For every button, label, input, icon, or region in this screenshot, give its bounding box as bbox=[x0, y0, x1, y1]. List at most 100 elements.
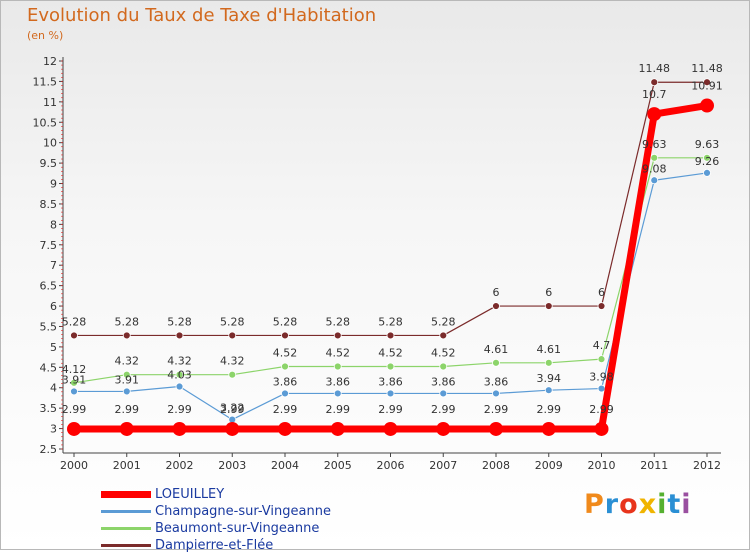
legend-swatch-champagne bbox=[101, 510, 151, 513]
data-point-1 bbox=[439, 389, 448, 398]
y-tick-label: 10.5 bbox=[33, 116, 58, 129]
data-label: 5.28 bbox=[326, 315, 351, 328]
data-label: 2.99 bbox=[167, 403, 192, 416]
x-tick-label: 2001 bbox=[113, 459, 141, 472]
data-label: 3.86 bbox=[431, 375, 456, 388]
chart-title: Evolution du Taux de Taxe d'Habitation bbox=[27, 5, 377, 26]
x-tick-label: 2005 bbox=[324, 459, 352, 472]
data-point-3 bbox=[544, 302, 553, 310]
data-point-3 bbox=[70, 331, 78, 340]
data-point-3 bbox=[175, 331, 184, 340]
data-label: 3.86 bbox=[484, 375, 509, 388]
data-point-1 bbox=[492, 389, 500, 398]
y-tick-label: 5 bbox=[50, 341, 57, 354]
data-point-2 bbox=[703, 153, 711, 162]
logo-letter: x bbox=[638, 489, 658, 520]
legend-swatch-beaumont bbox=[101, 527, 151, 530]
data-label: 5.28 bbox=[115, 315, 140, 328]
y-tick-label: 7 bbox=[50, 259, 57, 272]
data-label: 4.03 bbox=[167, 369, 192, 382]
data-label: 3.94 bbox=[537, 372, 562, 385]
y-tick-label: 3 bbox=[50, 423, 57, 436]
data-label: 6 bbox=[493, 286, 500, 299]
data-label: 10.91 bbox=[691, 80, 723, 93]
y-tick-label: 7.5 bbox=[40, 239, 58, 252]
data-label: 2.99 bbox=[431, 403, 456, 416]
y-tick-label: 2.5 bbox=[40, 443, 58, 456]
data-point-2 bbox=[386, 362, 395, 371]
data-point-0 bbox=[383, 421, 398, 436]
legend-label-champagne: Champagne-sur-Vingeanne bbox=[155, 504, 331, 519]
y-tick-label: 12 bbox=[43, 55, 57, 68]
data-label: 5.28 bbox=[273, 315, 298, 328]
legend-label-loeuilley: LOEUILLEY bbox=[155, 487, 225, 502]
data-label: 4.32 bbox=[115, 355, 140, 368]
data-point-2 bbox=[281, 362, 289, 371]
data-point-1 bbox=[650, 176, 659, 185]
data-point-3 bbox=[439, 331, 448, 340]
y-tick-label: 9.5 bbox=[40, 157, 58, 170]
x-tick-label: 2002 bbox=[166, 459, 194, 472]
data-point-2 bbox=[175, 370, 184, 379]
y-tick-label: 5.5 bbox=[40, 320, 58, 333]
data-label: 2.99 bbox=[273, 403, 298, 416]
x-tick-label: 2003 bbox=[218, 459, 246, 472]
data-point-2 bbox=[597, 355, 606, 364]
data-label: 3.91 bbox=[115, 373, 140, 386]
data-label: 2.99 bbox=[326, 403, 351, 416]
data-label: 2.99 bbox=[115, 403, 140, 416]
data-label: 2.99 bbox=[589, 403, 614, 416]
data-point-0 bbox=[489, 421, 503, 436]
data-label: 3.86 bbox=[378, 375, 403, 388]
series-line-3 bbox=[73, 81, 708, 337]
data-point-3 bbox=[333, 331, 342, 340]
x-tick-label: 2000 bbox=[60, 459, 88, 472]
data-point-2 bbox=[439, 362, 448, 371]
data-point-1 bbox=[281, 389, 289, 398]
data-label: 3.86 bbox=[326, 375, 351, 388]
data-point-3 bbox=[386, 331, 395, 340]
y-tick-label: 4.5 bbox=[40, 361, 58, 374]
x-tick-label: 2009 bbox=[535, 459, 563, 472]
data-point-1 bbox=[333, 389, 342, 398]
data-label: 9.63 bbox=[695, 138, 720, 151]
data-label: 3.98 bbox=[589, 371, 614, 384]
proxiti-logo: Proxiti bbox=[584, 489, 692, 520]
x-tick-label: 2011 bbox=[640, 459, 668, 472]
x-tick-label: 2010 bbox=[588, 459, 616, 472]
data-point-0 bbox=[278, 421, 292, 436]
data-point-1 bbox=[544, 386, 553, 395]
data-label: 9.08 bbox=[642, 162, 667, 175]
data-point-0 bbox=[225, 421, 240, 436]
x-tick-label: 2008 bbox=[482, 459, 510, 472]
data-label: 10.7 bbox=[642, 88, 667, 101]
data-label: 4.52 bbox=[378, 346, 403, 359]
data-point-2 bbox=[228, 370, 237, 379]
data-point-2 bbox=[122, 370, 131, 379]
data-point-0 bbox=[330, 421, 345, 436]
x-tick-label: 2004 bbox=[271, 459, 299, 472]
data-point-2 bbox=[650, 153, 659, 162]
data-label: 4.52 bbox=[431, 346, 456, 359]
data-label: 2.99 bbox=[537, 403, 562, 416]
data-point-2 bbox=[492, 358, 500, 367]
data-point-3 bbox=[122, 331, 131, 340]
data-label: 4.32 bbox=[220, 355, 245, 368]
data-label: 6 bbox=[598, 286, 605, 299]
data-label: 4.32 bbox=[167, 355, 192, 368]
data-point-0 bbox=[436, 421, 451, 436]
data-point-1 bbox=[386, 389, 395, 398]
y-tick-label: 9 bbox=[50, 178, 57, 191]
logo-letter: P bbox=[584, 489, 605, 520]
y-tick-label: 4 bbox=[50, 382, 57, 395]
data-label: 4.61 bbox=[537, 343, 562, 356]
data-point-1 bbox=[70, 387, 78, 396]
data-point-0 bbox=[700, 98, 714, 113]
y-tick-label: 11.5 bbox=[33, 75, 58, 88]
data-point-3 bbox=[281, 331, 289, 340]
x-tick-label: 2006 bbox=[377, 459, 405, 472]
data-label: 3.22 bbox=[220, 402, 245, 415]
data-point-2 bbox=[333, 362, 342, 371]
